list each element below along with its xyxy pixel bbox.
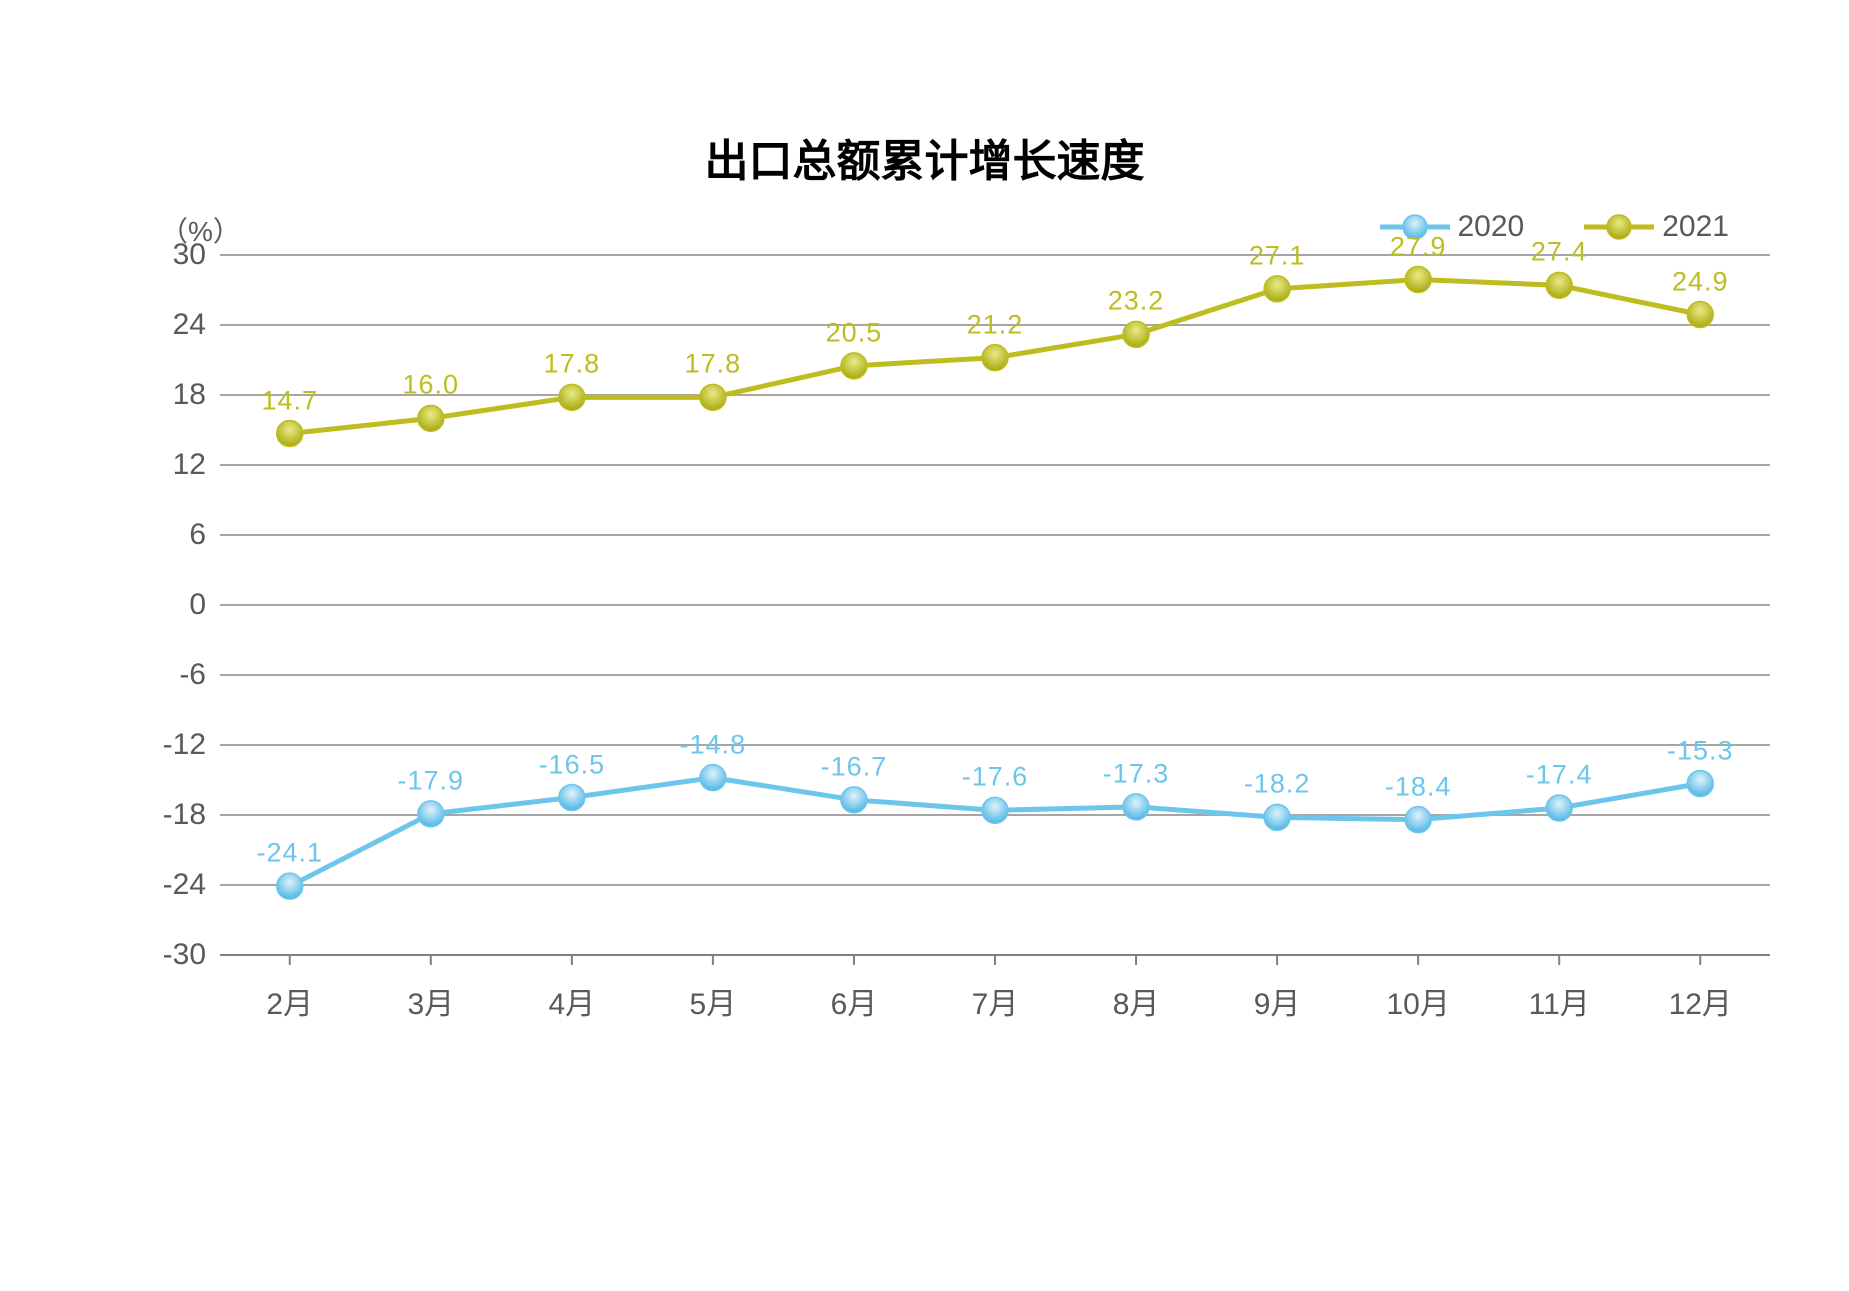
data-label: 27.9 bbox=[1390, 231, 1447, 262]
data-label: 20.5 bbox=[826, 317, 883, 348]
x-tick-label: 10月 bbox=[1386, 955, 1449, 1023]
x-tick-label: 7月 bbox=[972, 955, 1019, 1023]
y-tick-label: 18 bbox=[173, 378, 220, 412]
y-tick-label: -6 bbox=[179, 658, 220, 692]
data-label: -18.2 bbox=[1244, 769, 1311, 800]
series-marker bbox=[1123, 321, 1149, 347]
data-label: 24.9 bbox=[1672, 266, 1729, 297]
data-label: -15.3 bbox=[1667, 735, 1734, 766]
x-tick-label: 2月 bbox=[266, 955, 313, 1023]
data-label: -24.1 bbox=[256, 838, 323, 869]
y-tick-label: -12 bbox=[163, 728, 220, 762]
series-marker bbox=[559, 384, 585, 410]
series-marker bbox=[1123, 794, 1149, 820]
y-tick-label: 6 bbox=[189, 518, 220, 552]
series-layer bbox=[220, 255, 1770, 955]
y-tick-label: -24 bbox=[163, 868, 220, 902]
series-marker bbox=[700, 765, 726, 791]
x-tick-label: 11月 bbox=[1529, 955, 1590, 1023]
series-marker bbox=[1405, 267, 1431, 293]
series-marker bbox=[1264, 276, 1290, 302]
x-tick-label: 12月 bbox=[1669, 955, 1732, 1023]
y-tick-label: 12 bbox=[173, 448, 220, 482]
series-marker bbox=[1687, 771, 1713, 797]
series-marker bbox=[418, 405, 444, 431]
data-label: -16.5 bbox=[539, 749, 606, 780]
data-label: 14.7 bbox=[261, 385, 318, 416]
data-label: -17.6 bbox=[962, 762, 1029, 793]
series-marker bbox=[1687, 302, 1713, 328]
data-label: 17.8 bbox=[544, 349, 601, 380]
x-tick-label: 5月 bbox=[690, 955, 737, 1023]
plot-area: 3024181260-6-12-18-24-302月3月4月5月6月7月8月9月… bbox=[220, 255, 1770, 955]
x-tick-label: 8月 bbox=[1113, 955, 1160, 1023]
data-label: 16.0 bbox=[403, 370, 460, 401]
data-label: 21.2 bbox=[967, 309, 1024, 340]
series-marker bbox=[418, 801, 444, 827]
data-label: 27.4 bbox=[1531, 237, 1588, 268]
chart-container: 出口总额累计增长速度 （%） 20202021 3024181260-6-12-… bbox=[0, 0, 1849, 1291]
series-marker bbox=[1546, 795, 1572, 821]
series-line bbox=[290, 778, 1701, 887]
data-label: 27.1 bbox=[1249, 240, 1306, 271]
data-label: -16.7 bbox=[821, 751, 888, 782]
y-tick-label: 24 bbox=[173, 308, 220, 342]
x-tick-label: 4月 bbox=[549, 955, 596, 1023]
data-label: 23.2 bbox=[1108, 286, 1165, 317]
legend-swatch-icon bbox=[1584, 213, 1654, 241]
series-marker bbox=[982, 797, 1008, 823]
series-marker bbox=[277, 421, 303, 447]
y-tick-label: -18 bbox=[163, 798, 220, 832]
legend-label: 2021 bbox=[1662, 210, 1729, 244]
data-label: -18.4 bbox=[1385, 771, 1452, 802]
x-tick-label: 3月 bbox=[407, 955, 454, 1023]
series-marker bbox=[841, 353, 867, 379]
chart-title: 出口总额累计增长速度 bbox=[0, 125, 1849, 189]
x-tick-label: 6月 bbox=[831, 955, 878, 1023]
x-tick-label: 9月 bbox=[1254, 955, 1301, 1023]
data-label: -17.4 bbox=[1526, 759, 1593, 790]
series-marker bbox=[1546, 272, 1572, 298]
legend-label: 2020 bbox=[1458, 210, 1525, 244]
data-label: -17.9 bbox=[398, 765, 465, 796]
series-marker bbox=[982, 345, 1008, 371]
series-marker bbox=[1405, 807, 1431, 833]
data-label: -14.8 bbox=[680, 729, 747, 760]
data-label: 17.8 bbox=[685, 349, 742, 380]
series-marker bbox=[841, 787, 867, 813]
y-tick-label: 30 bbox=[173, 238, 220, 272]
data-label: -17.3 bbox=[1103, 758, 1170, 789]
y-tick-label: 0 bbox=[189, 588, 220, 622]
series-marker bbox=[277, 873, 303, 899]
series-marker bbox=[1264, 804, 1290, 830]
y-tick-label: -30 bbox=[163, 938, 220, 972]
series-marker bbox=[700, 384, 726, 410]
legend-item: 2021 bbox=[1584, 210, 1729, 244]
series-marker bbox=[559, 785, 585, 811]
